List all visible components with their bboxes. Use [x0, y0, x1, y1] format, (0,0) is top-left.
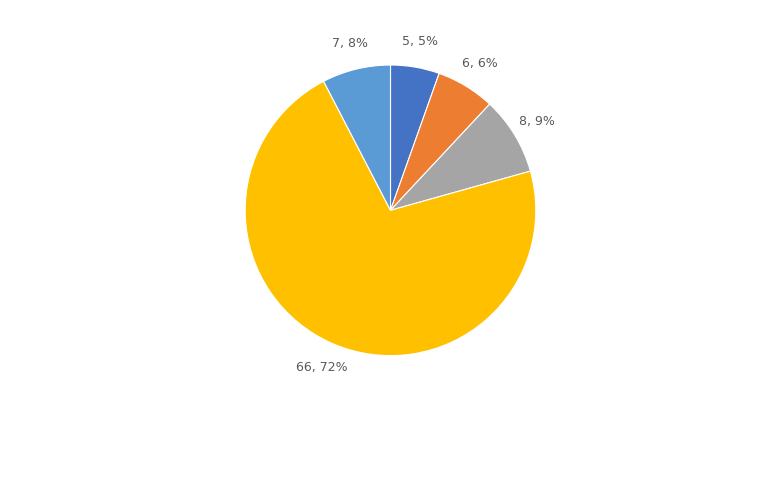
Text: 7, 8%: 7, 8%: [332, 37, 368, 50]
Text: 8, 9%: 8, 9%: [519, 115, 555, 128]
Text: 5, 5%: 5, 5%: [401, 35, 437, 48]
Text: 66, 72%: 66, 72%: [296, 361, 348, 374]
Wedge shape: [323, 65, 390, 210]
Wedge shape: [390, 104, 530, 210]
Wedge shape: [245, 81, 536, 356]
Wedge shape: [390, 65, 439, 210]
Text: 6, 6%: 6, 6%: [462, 57, 497, 70]
Wedge shape: [390, 74, 490, 210]
